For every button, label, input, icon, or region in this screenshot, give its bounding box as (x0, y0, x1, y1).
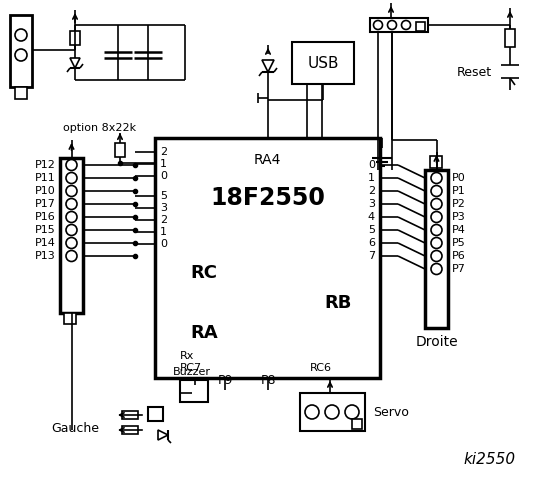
Bar (122, 426, 138, 434)
Text: RC6: RC6 (310, 363, 332, 373)
Text: 3: 3 (368, 199, 375, 209)
Bar (115, 143, 125, 157)
Text: 3: 3 (160, 203, 167, 213)
Text: P16: P16 (35, 212, 56, 222)
Text: P9: P9 (217, 373, 233, 386)
Text: Droite: Droite (415, 335, 458, 349)
Circle shape (66, 172, 77, 183)
Text: 5: 5 (160, 191, 167, 201)
Bar (10, 15, 32, 87)
Bar (370, 18, 428, 32)
Text: 18F2550: 18F2550 (210, 186, 325, 210)
Polygon shape (262, 60, 274, 72)
Text: 4: 4 (368, 212, 375, 222)
Text: Buzzer: Buzzer (173, 367, 211, 377)
Text: 7: 7 (368, 251, 375, 261)
Text: Rx: Rx (180, 351, 194, 361)
Bar (122, 411, 138, 419)
Text: 1: 1 (160, 159, 167, 169)
Circle shape (15, 49, 27, 61)
Text: RA: RA (190, 324, 218, 342)
Circle shape (431, 238, 442, 249)
Bar (505, 29, 515, 47)
Circle shape (66, 199, 77, 209)
Text: Reset: Reset (457, 65, 492, 79)
Text: 2: 2 (160, 147, 167, 157)
Bar (64, 313, 76, 324)
Text: P2: P2 (452, 199, 466, 209)
Circle shape (325, 405, 339, 419)
Circle shape (305, 405, 319, 419)
Bar (300, 393, 365, 431)
Text: 5: 5 (368, 225, 375, 235)
Circle shape (431, 185, 442, 196)
Circle shape (373, 21, 383, 29)
Text: Servo: Servo (373, 406, 409, 419)
Text: P3: P3 (452, 212, 466, 222)
Circle shape (401, 21, 410, 29)
Text: Gauche: Gauche (51, 421, 99, 434)
Text: RB: RB (325, 294, 352, 312)
Circle shape (388, 21, 397, 29)
Bar (155, 138, 380, 378)
Bar (352, 419, 362, 429)
Circle shape (345, 405, 359, 419)
Text: P8: P8 (260, 373, 276, 386)
Text: P12: P12 (35, 160, 56, 170)
Circle shape (66, 212, 77, 223)
Text: 0: 0 (160, 171, 167, 181)
Text: P5: P5 (452, 238, 466, 248)
Text: P4: P4 (452, 225, 466, 235)
Polygon shape (70, 58, 80, 68)
Circle shape (431, 199, 442, 209)
Bar (416, 22, 425, 31)
Text: 2: 2 (160, 215, 167, 225)
Polygon shape (158, 430, 168, 440)
Text: P15: P15 (35, 225, 56, 235)
Circle shape (66, 159, 77, 170)
Text: P7: P7 (452, 264, 466, 274)
Text: RA4: RA4 (254, 153, 281, 167)
Text: P14: P14 (35, 238, 56, 248)
Text: 6: 6 (368, 238, 375, 248)
Text: 0: 0 (160, 239, 167, 249)
Text: P1: P1 (452, 186, 466, 196)
Bar (180, 380, 208, 402)
Text: 2: 2 (368, 186, 375, 196)
Text: option 8x22k: option 8x22k (64, 123, 137, 133)
Bar (425, 170, 448, 328)
Circle shape (431, 251, 442, 262)
Circle shape (431, 225, 442, 236)
Text: P11: P11 (35, 173, 56, 183)
Bar (15, 87, 27, 99)
Text: 0: 0 (368, 160, 375, 170)
Text: ki2550: ki2550 (464, 453, 516, 468)
Text: P13: P13 (35, 251, 56, 261)
Text: P17: P17 (35, 199, 56, 209)
Bar (148, 407, 163, 421)
Circle shape (431, 172, 442, 183)
Circle shape (66, 225, 77, 236)
Circle shape (66, 238, 77, 249)
Text: 1: 1 (368, 173, 375, 183)
Text: P6: P6 (452, 251, 466, 261)
Text: RC: RC (190, 264, 217, 282)
Text: P0: P0 (452, 173, 466, 183)
Text: P10: P10 (35, 186, 56, 196)
Text: 1: 1 (160, 227, 167, 237)
Circle shape (66, 251, 77, 262)
Bar (430, 156, 442, 168)
Circle shape (66, 185, 77, 196)
Bar (292, 42, 354, 84)
Bar (70, 31, 80, 45)
Text: RC7: RC7 (180, 363, 202, 373)
Circle shape (15, 29, 27, 41)
Text: USB: USB (307, 56, 339, 71)
Circle shape (431, 212, 442, 223)
Bar (60, 158, 83, 313)
Circle shape (431, 264, 442, 275)
